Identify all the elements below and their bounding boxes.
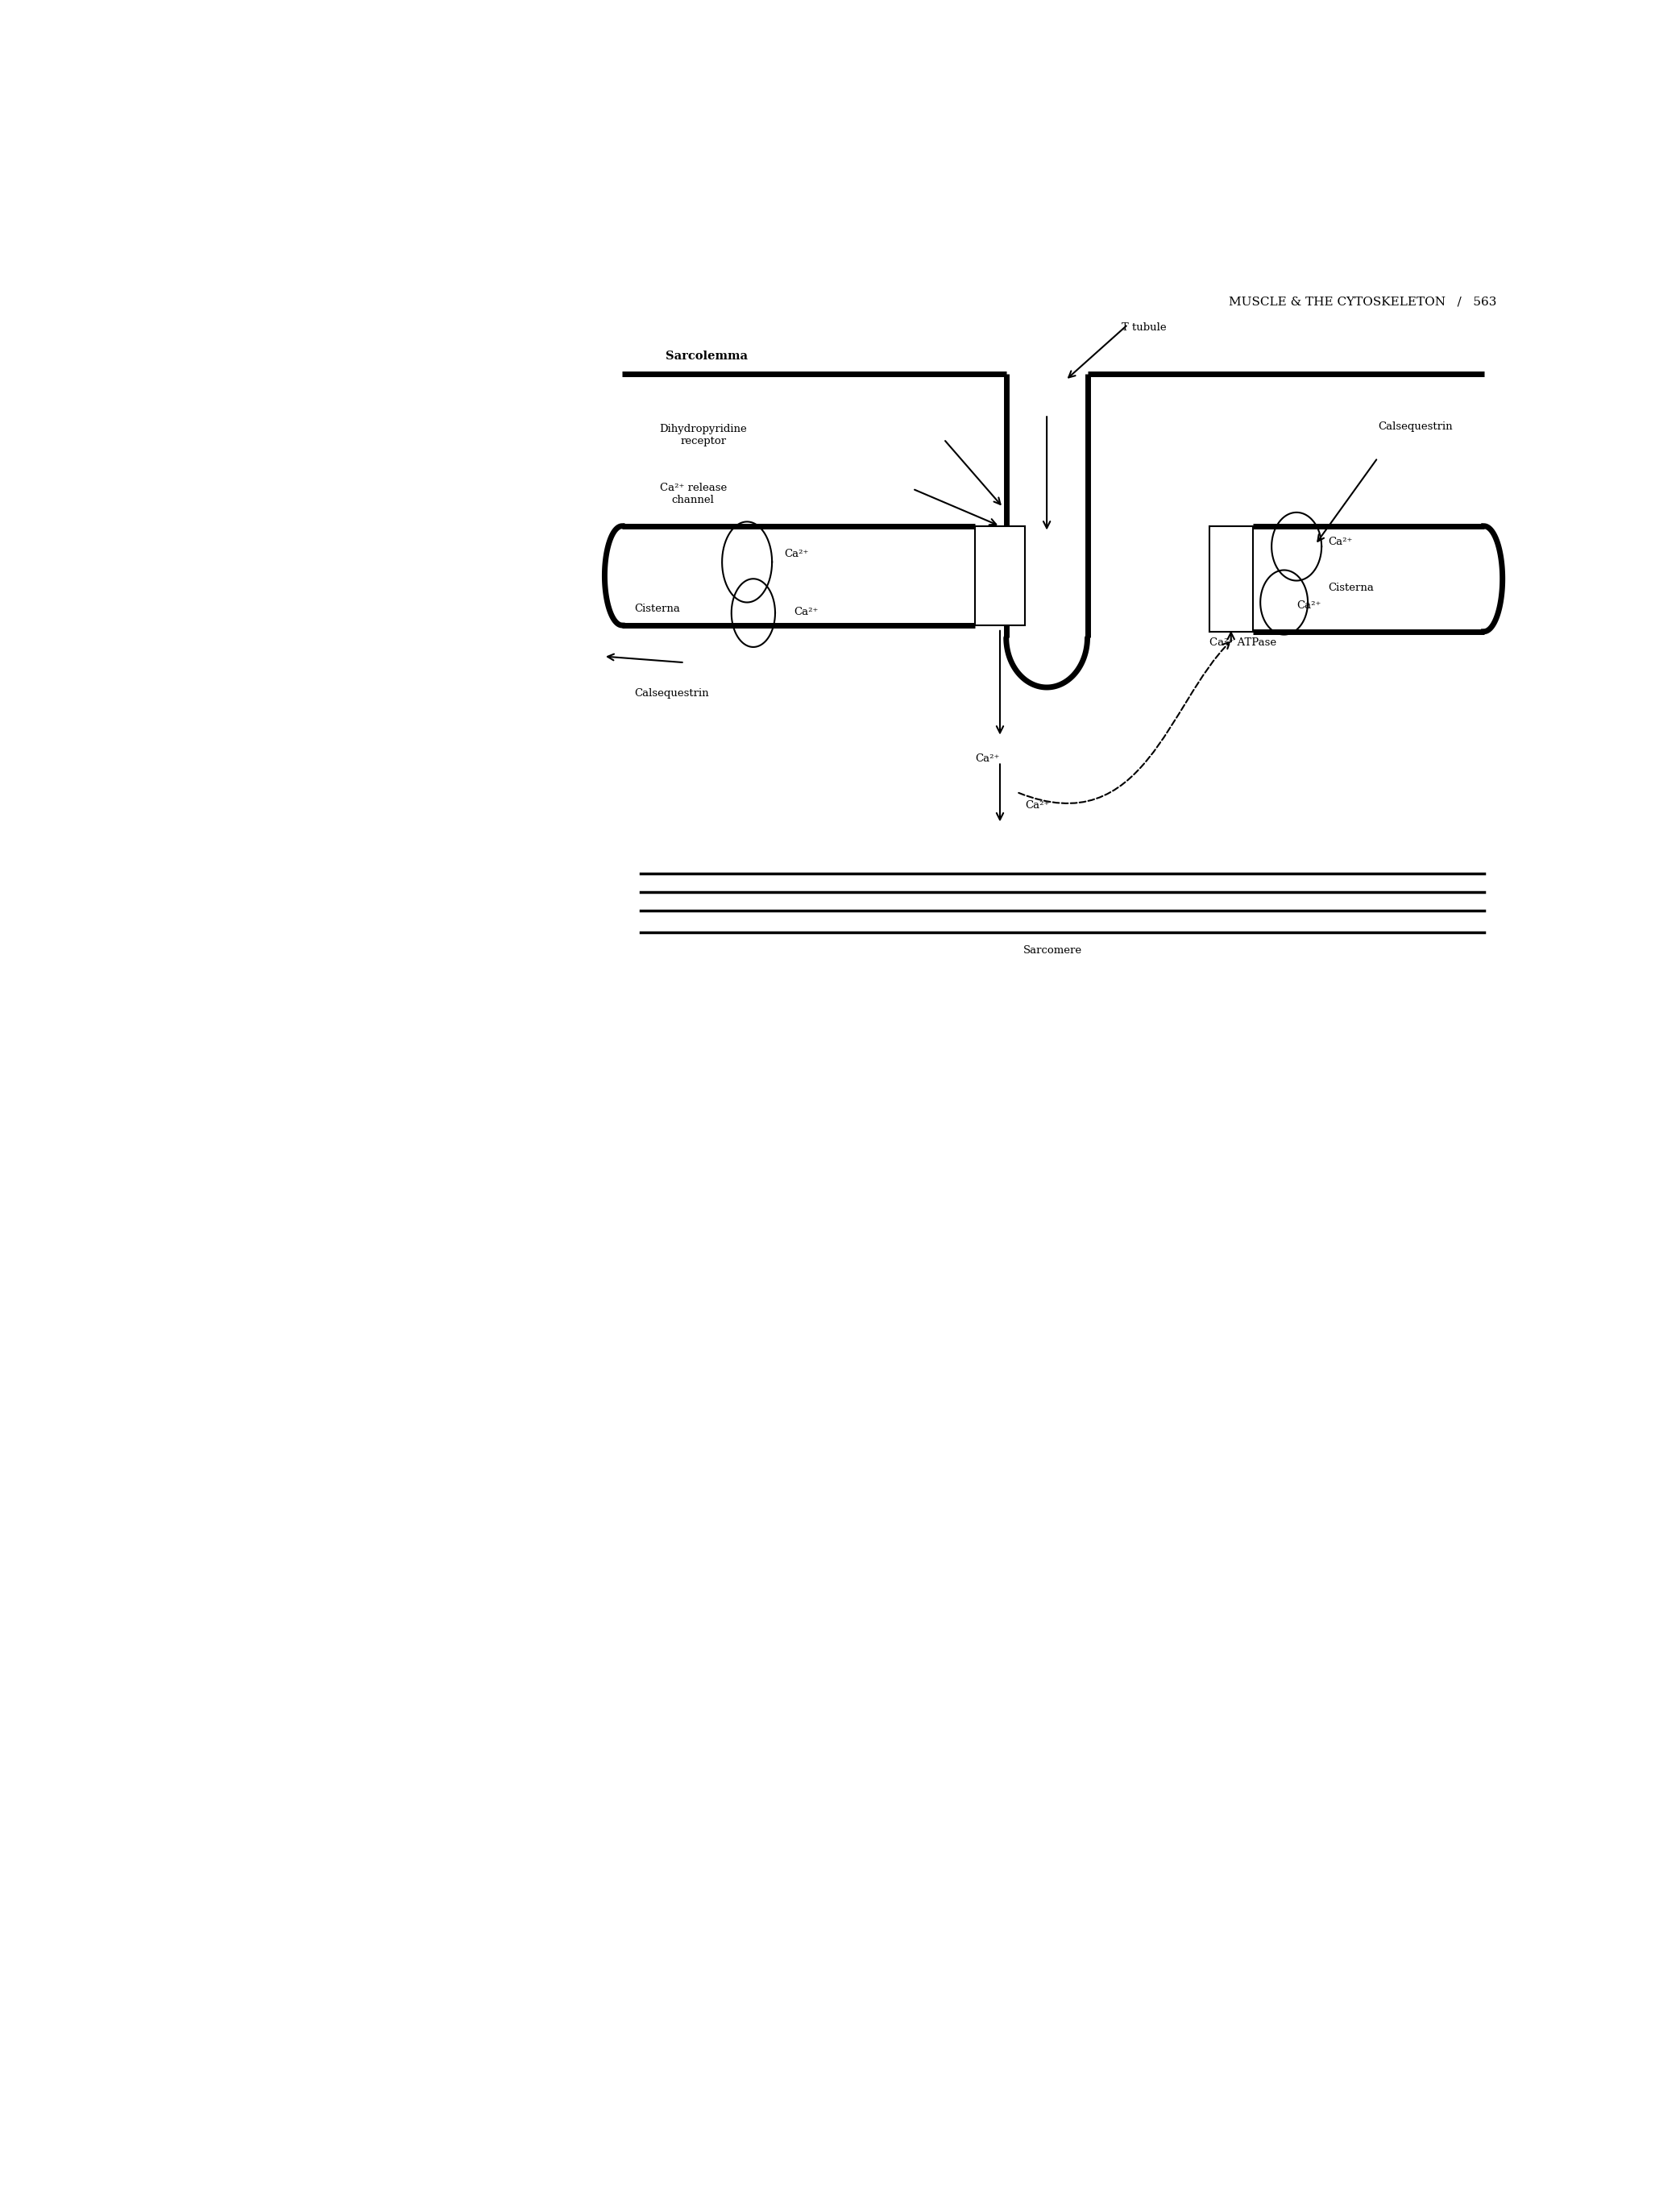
- Text: MUSCLE & THE CYTOSKELETON   /   563: MUSCLE & THE CYTOSKELETON / 563: [1228, 296, 1497, 307]
- Bar: [974, 526, 1025, 626]
- Text: Ca²⁺ release
channel: Ca²⁺ release channel: [660, 482, 727, 504]
- Text: Ca²⁺: Ca²⁺: [795, 606, 818, 617]
- Text: Ca²⁺: Ca²⁺: [1025, 801, 1050, 810]
- Text: Ca²⁺: Ca²⁺: [1297, 599, 1320, 611]
- Text: Ca²⁺: Ca²⁺: [1327, 535, 1352, 546]
- Text: Cisterna: Cisterna: [635, 604, 680, 615]
- FancyArrowPatch shape: [1018, 641, 1230, 803]
- Text: Ca²⁺: Ca²⁺: [974, 754, 1000, 763]
- Text: Calsequestrin: Calsequestrin: [635, 688, 709, 699]
- Text: Dihydropyridine
receptor: Dihydropyridine receptor: [660, 425, 748, 447]
- Text: Sarcomere: Sarcomere: [1023, 945, 1082, 956]
- Text: T tubule: T tubule: [1122, 323, 1166, 332]
- Text: Sarcolemma: Sarcolemma: [665, 349, 748, 361]
- Bar: [1210, 526, 1253, 633]
- Text: Ca²⁺: Ca²⁺: [785, 549, 810, 560]
- Text: Cisterna: Cisterna: [1327, 582, 1374, 593]
- Text: Ca²⁺ ATPase: Ca²⁺ ATPase: [1210, 637, 1277, 648]
- Text: Calsequestrin: Calsequestrin: [1378, 422, 1453, 431]
